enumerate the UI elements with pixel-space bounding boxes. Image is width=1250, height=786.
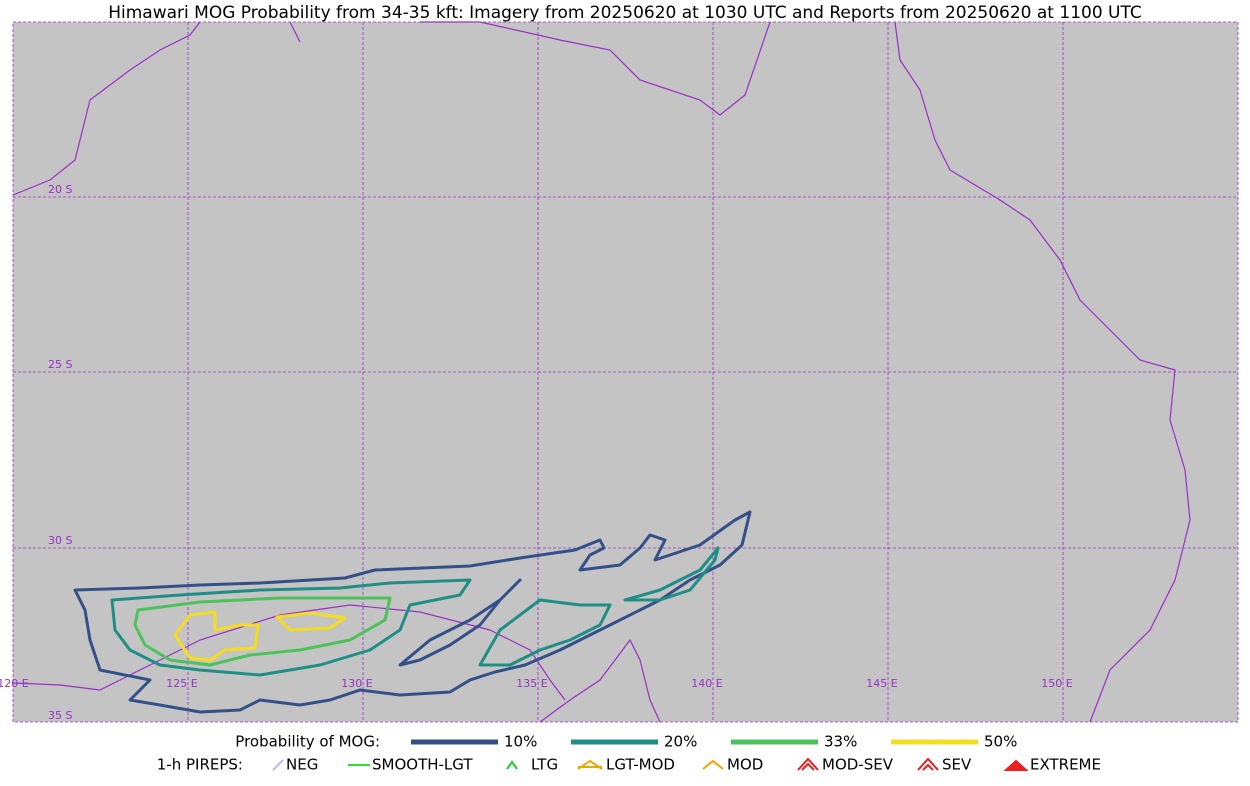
legend-label: 33% [824,733,857,751]
legend-label: LGT-MOD [606,756,675,774]
legend-label: 20% [664,733,697,751]
pirep-symbol [272,759,284,771]
legend-label: SMOOTH-LGT [372,756,473,774]
legend-label: 10% [504,733,537,751]
contour-50 [173,610,260,662]
legend-label: NEG [286,756,318,774]
contour-10 [398,578,522,667]
pirep-symbol [1003,759,1029,771]
pirep-symbol [702,759,724,770]
lon-label: 145 E [866,677,897,690]
legend-title: Probability of MOG: [235,733,380,751]
contour-33 [133,596,392,667]
lon-label: 120 E [0,677,29,690]
contour-20 [110,578,472,677]
title: Himawari MOG Probability from 34-35 kft:… [108,3,1142,23]
contour-20 [623,546,720,602]
pirep-symbol [506,760,518,770]
lon-label: 135 E [516,677,547,690]
lon-label: 140 E [691,677,722,690]
pirep-symbol [797,757,819,771]
legend-label: MOD-SEV [822,756,894,774]
map-border [12,21,1239,723]
lat-label: 20 S [48,183,72,196]
legend-title: 1-h PIREPS: [157,756,243,774]
legend-label: SEV [942,756,972,774]
legend-label: MOD [727,756,763,774]
legend-label: LTG [531,756,558,774]
contour-20 [478,598,612,667]
legend: Probability of MOG: 10% 20% 33% 50% 1-h PIREP… [157,733,1101,774]
legend-label: 50% [984,733,1017,751]
map: 20 S 25 S 30 S 35 S 120 E 125 E 130 E 135 E 140 … [0,21,1239,723]
pirep-symbol [577,759,603,770]
lon-label: 125 E [166,677,197,690]
lon-label: 150 E [1041,677,1072,690]
contour-10 [73,510,752,714]
lat-label: 25 S [48,358,72,371]
pirep-symbol [917,757,939,771]
contours [73,510,752,714]
graticule: 20 S 25 S 30 S 35 S 120 E 125 E 130 E 135 E 140 … [0,21,1239,723]
lat-label: 35 S [48,709,72,722]
contour-50 [275,611,347,632]
lat-label: 30 S [48,534,72,547]
legend-label: EXTREME [1030,756,1101,774]
lon-label: 130 E [341,677,372,690]
